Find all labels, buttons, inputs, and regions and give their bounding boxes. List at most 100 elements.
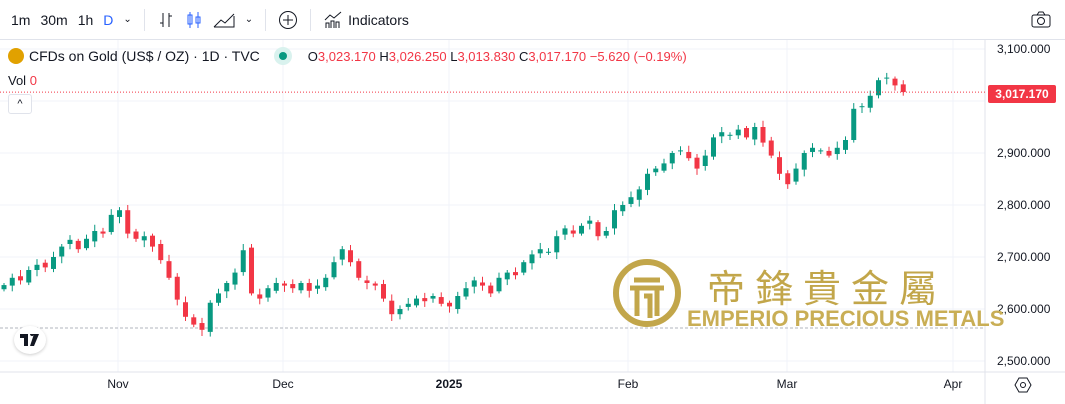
candle-body bbox=[108, 214, 114, 233]
divider bbox=[265, 8, 267, 31]
divider bbox=[310, 8, 312, 31]
price-tick: 2,900.000 bbox=[997, 146, 1051, 160]
candle-body bbox=[26, 270, 32, 283]
candle-body bbox=[801, 153, 807, 170]
area-chart-icon[interactable] bbox=[208, 5, 240, 35]
settings-icon[interactable] bbox=[1014, 377, 1032, 398]
candle-body bbox=[529, 254, 535, 264]
candle-body bbox=[876, 80, 881, 96]
candle-body bbox=[504, 272, 510, 280]
tradingview-logo[interactable] bbox=[14, 326, 46, 354]
candle-body bbox=[158, 244, 164, 261]
candle-body bbox=[249, 247, 254, 294]
candle-body bbox=[348, 250, 353, 263]
time-tick: 2025 bbox=[435, 377, 463, 391]
candle-body bbox=[603, 231, 609, 236]
candle-body bbox=[628, 197, 634, 204]
candle-body bbox=[430, 296, 436, 299]
candle-body bbox=[174, 276, 180, 300]
indicators-icon bbox=[324, 11, 342, 28]
market-status-icon[interactable] bbox=[273, 47, 292, 65]
collapse-legend-button[interactable]: ^ bbox=[8, 94, 32, 114]
candle-body bbox=[323, 277, 329, 288]
watermark-chinese: 帝鋒貴金屬 bbox=[707, 267, 948, 311]
low-value: 3,013.830 bbox=[457, 48, 516, 64]
candle-body bbox=[199, 323, 205, 330]
ohlc-values: O3,023.170 H3,026.250 L3,013.830 C3,017.… bbox=[307, 48, 687, 64]
candle-body bbox=[694, 157, 700, 169]
bar-chart-icon[interactable] bbox=[152, 5, 180, 35]
interval-1h[interactable]: 1h bbox=[77, 11, 94, 28]
candle-body bbox=[570, 230, 576, 234]
candle-body bbox=[422, 298, 428, 302]
candle-body bbox=[51, 257, 56, 269]
price-tick: 2,600.000 bbox=[997, 302, 1051, 316]
candle-body bbox=[892, 78, 898, 86]
candle-body bbox=[867, 95, 873, 108]
candle-body bbox=[34, 264, 40, 270]
candle-body bbox=[546, 251, 551, 253]
candle-body bbox=[372, 283, 378, 286]
chevron-down-icon[interactable]: ⌄ bbox=[244, 14, 254, 25]
candle-body bbox=[826, 150, 832, 156]
candle-body bbox=[257, 294, 263, 299]
candle-body bbox=[397, 309, 403, 315]
candle-chart-icon[interactable] bbox=[180, 5, 208, 35]
candle-body bbox=[777, 157, 782, 174]
indicators-button[interactable]: Indicators bbox=[318, 5, 414, 35]
candle-body bbox=[59, 246, 65, 257]
candle-body bbox=[166, 261, 172, 278]
candle-body bbox=[75, 240, 81, 250]
camera-icon[interactable] bbox=[1026, 5, 1056, 35]
candle-body bbox=[702, 155, 708, 166]
candle-body bbox=[859, 106, 865, 108]
time-tick: Mar bbox=[776, 377, 798, 391]
watermark-logo: 帝鋒貴金屬 EMPERIO PRECIOUS METALS bbox=[612, 258, 1004, 331]
symbol-legend: CFDs on Gold (US$ / OZ) · 1D · TVC O3,02… bbox=[8, 47, 687, 65]
candle-body bbox=[587, 220, 593, 224]
candle-body bbox=[636, 189, 642, 200]
candle-body bbox=[125, 210, 131, 234]
candle-body bbox=[455, 296, 461, 309]
candle-body bbox=[521, 262, 527, 273]
candle-body bbox=[785, 173, 791, 185]
candle-body bbox=[356, 261, 362, 278]
candle-body bbox=[315, 285, 320, 289]
candle-body bbox=[331, 262, 337, 278]
interval-1m[interactable]: 1m bbox=[11, 11, 31, 28]
time-tick: Dec bbox=[272, 377, 294, 391]
candle-body bbox=[381, 284, 386, 299]
candle-body bbox=[298, 283, 304, 291]
candle-body bbox=[84, 238, 89, 249]
candle-body bbox=[818, 150, 824, 152]
candle-body bbox=[183, 302, 188, 317]
interval-30m[interactable]: 30m bbox=[40, 11, 68, 28]
close-value: 3,017.170 bbox=[528, 48, 587, 64]
candle-body bbox=[282, 283, 287, 286]
candle-body bbox=[669, 153, 675, 164]
candle-body bbox=[471, 280, 477, 287]
candle-body bbox=[727, 134, 733, 136]
candle-body bbox=[92, 231, 98, 242]
add-compare-icon[interactable] bbox=[273, 5, 303, 35]
candle-body bbox=[207, 302, 213, 332]
candle-body bbox=[513, 272, 518, 276]
indicators-label: Indicators bbox=[348, 11, 409, 28]
candle-body bbox=[405, 303, 411, 307]
candle-body bbox=[711, 137, 716, 157]
candle-body bbox=[438, 297, 444, 304]
candle-body bbox=[273, 283, 279, 291]
candle-body bbox=[579, 225, 584, 234]
candle-body bbox=[562, 228, 568, 235]
candle-body bbox=[67, 239, 73, 244]
interval-d[interactable]: D bbox=[103, 11, 114, 28]
candle-body bbox=[834, 147, 840, 155]
gold-icon bbox=[8, 48, 24, 64]
symbol-title[interactable]: CFDs on Gold (US$ / OZ) · 1D · TVC bbox=[29, 48, 260, 64]
high-value: 3,026.250 bbox=[388, 48, 447, 64]
chevron-down-icon[interactable]: ⌄ bbox=[123, 14, 132, 25]
candle-body bbox=[389, 300, 395, 315]
time-tick: Feb bbox=[617, 377, 639, 391]
change-value: −5.620 (−0.19%) bbox=[589, 48, 687, 64]
